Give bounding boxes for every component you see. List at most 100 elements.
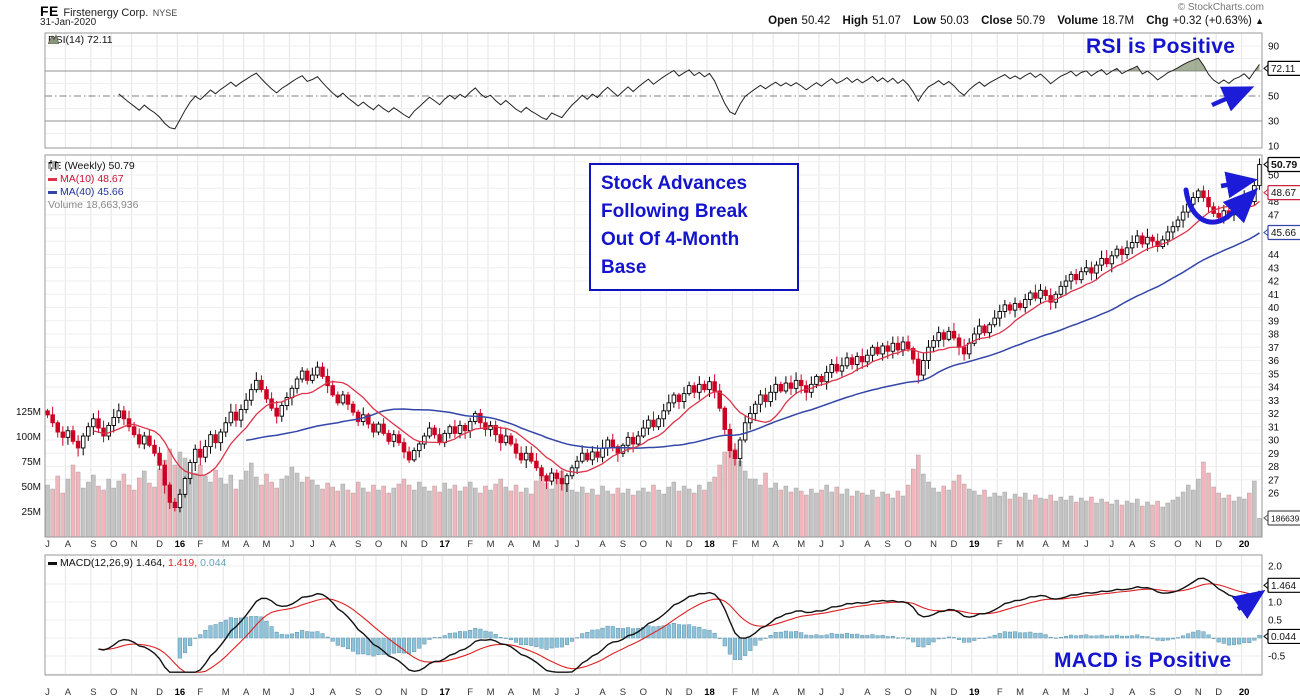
- macd-histogram-bar: [1018, 632, 1023, 639]
- macd-histogram-bar: [208, 625, 213, 639]
- macd-histogram-bar: [1226, 637, 1231, 646]
- volume-bar: [849, 495, 855, 538]
- month-label: M: [751, 539, 759, 550]
- volume-bar: [386, 492, 391, 538]
- volume-bar: [1063, 499, 1069, 538]
- candle: [396, 434, 402, 444]
- candle: [1012, 303, 1018, 311]
- volume-bar: [422, 486, 427, 538]
- candle: [187, 462, 193, 479]
- volume-bar: [748, 478, 753, 538]
- month-label: A: [1042, 687, 1049, 698]
- candle: [798, 379, 804, 387]
- base-curve-arrow: [1183, 187, 1259, 225]
- candle: [55, 422, 60, 433]
- candle: [758, 394, 763, 405]
- macd-histogram-bar: [468, 629, 473, 639]
- macd-histogram-bar: [1007, 631, 1012, 639]
- candle: [1114, 248, 1120, 257]
- month-label: 18: [704, 539, 715, 550]
- macd-histogram-bar: [310, 631, 315, 639]
- volume-bar: [997, 495, 1002, 538]
- volume-bar: [1129, 502, 1135, 538]
- month-label: N: [930, 687, 937, 698]
- candle: [1104, 258, 1109, 265]
- macd-histogram-bar: [880, 635, 885, 639]
- candle: [737, 439, 743, 459]
- candle: [763, 394, 768, 403]
- macd-histogram-bar: [463, 631, 468, 639]
- candle: [1191, 197, 1196, 205]
- month-label: D: [686, 687, 693, 698]
- macd-histogram-bar: [875, 635, 880, 639]
- candle: [732, 450, 738, 460]
- quote-value: +0.32 (+0.63%): [1172, 15, 1252, 27]
- candle: [590, 451, 595, 461]
- candle: [345, 394, 351, 405]
- candle: [478, 413, 483, 424]
- candle: [605, 439, 610, 449]
- candle: [70, 430, 76, 442]
- candle: [467, 421, 473, 432]
- volume-bar: [355, 481, 361, 538]
- month-label: N: [131, 539, 138, 550]
- volume-bar: [1094, 502, 1099, 538]
- macd-histogram-bar: [544, 637, 549, 650]
- candle: [315, 366, 320, 376]
- month-label: J: [575, 539, 580, 550]
- volume-bar: [508, 490, 514, 538]
- macd-histogram-bar: [1048, 636, 1053, 639]
- macd-histogram-bar: [824, 634, 829, 639]
- month-label: A: [243, 687, 250, 698]
- macd-histogram-bar: [865, 635, 870, 639]
- volume-bar: [503, 486, 509, 538]
- candle: [630, 436, 636, 445]
- macd-histogram-bar: [1165, 637, 1170, 641]
- volume-bar: [656, 489, 661, 538]
- annotation-line: Stock Advances: [601, 173, 748, 194]
- candle: [702, 383, 707, 391]
- candle: [529, 452, 534, 462]
- macd-histogram-bar: [1201, 631, 1206, 639]
- macd-histogram-bar: [1038, 632, 1043, 639]
- volume-bar: [1170, 499, 1176, 538]
- macd-histogram-bar: [829, 633, 834, 639]
- month-label: M: [222, 687, 230, 698]
- candle: [951, 330, 957, 339]
- macd-histogram-bar: [569, 637, 575, 642]
- month-label: A: [1042, 539, 1049, 550]
- macd-histogram-bar: [381, 637, 386, 655]
- macd-histogram-bar: [1130, 635, 1135, 639]
- candle: [157, 452, 162, 466]
- macd-histogram-bar: [962, 637, 967, 643]
- macd-histogram-bar: [727, 637, 732, 655]
- candle: [330, 385, 335, 396]
- axis-tick-label: 36: [1268, 356, 1280, 367]
- macd-histogram-bar: [926, 637, 931, 645]
- macd-histogram-bar: [682, 624, 687, 639]
- macd-histogram-bar: [666, 624, 671, 639]
- rsi-plot: [118, 57, 1260, 130]
- macd-histogram-bar: [559, 637, 564, 648]
- volume-bar: [203, 475, 208, 538]
- volume-bar: [299, 481, 305, 538]
- volume-bar: [1058, 496, 1064, 538]
- macd-histogram-bar: [951, 637, 956, 639]
- volume-bar: [361, 487, 366, 538]
- quote-value: 50.03: [940, 15, 969, 27]
- macd-histogram-bar: [615, 628, 620, 639]
- volume-bar: [788, 491, 794, 538]
- candle: [753, 403, 758, 414]
- ma40-legend-text: MA(40) 45.66: [60, 186, 124, 198]
- macd-histogram-bar: [289, 633, 295, 639]
- month-label: J: [290, 539, 295, 550]
- macd-histogram-bar: [600, 627, 605, 639]
- volume-bar: [544, 482, 549, 538]
- panel-border: [44, 32, 1263, 149]
- candle: [936, 332, 941, 342]
- macd-histogram-bar: [585, 631, 590, 639]
- macd-histogram-bar: [758, 637, 763, 641]
- candle: [1150, 236, 1155, 242]
- macd-histogram-bar: [274, 631, 279, 639]
- macd-histogram-bar: [1074, 635, 1079, 639]
